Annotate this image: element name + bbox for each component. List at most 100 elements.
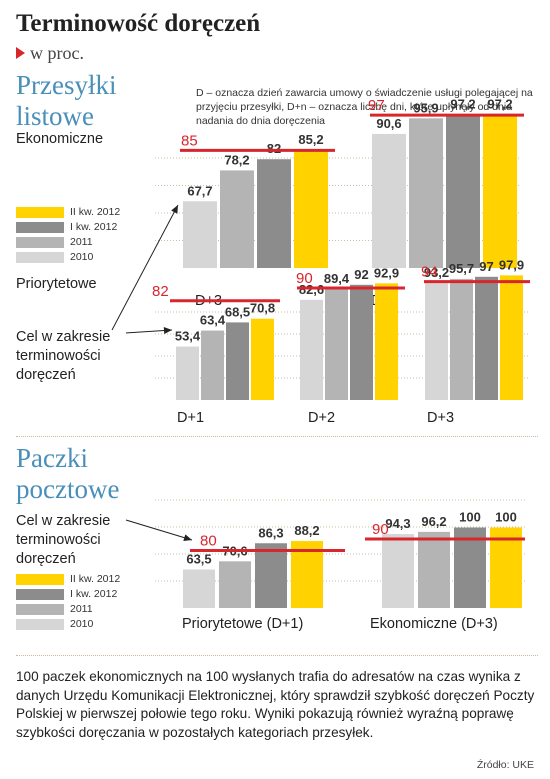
legend-label: 2010 — [70, 618, 94, 630]
legend-item: 2011 — [16, 235, 156, 250]
legend-item: 2011 — [16, 602, 156, 617]
legend-swatch — [16, 589, 64, 600]
target-value: 94 — [421, 264, 438, 281]
target-label-parcels: Cel w zakresie terminowości doręczeń — [16, 513, 111, 567]
data-label: 63,4 — [200, 313, 226, 328]
bar — [450, 278, 473, 400]
definition-note: D – oznacza dzień zawarcia umowy o świad… — [196, 87, 533, 127]
legend-label: 2010 — [70, 251, 94, 263]
target-value: 85 — [181, 132, 198, 149]
arrowhead-icon — [163, 327, 172, 335]
data-label: 97,9 — [499, 257, 524, 272]
bar — [382, 534, 414, 608]
data-label: 97,2 — [450, 97, 475, 112]
bar — [418, 531, 450, 608]
section-divider — [16, 436, 538, 437]
legend-swatch — [16, 222, 64, 233]
bar — [409, 118, 443, 268]
bar — [183, 569, 215, 608]
data-label: 89,4 — [324, 271, 350, 286]
summary-text: 100 paczek ekonomicznych na 100 wysłanyc… — [16, 669, 535, 740]
data-label: 93,2 — [424, 265, 449, 280]
bar — [483, 114, 517, 268]
category-label: Priorytetowe (D+1) — [182, 616, 303, 632]
bar — [454, 527, 486, 608]
arrowhead-icon — [171, 205, 178, 214]
pointer-arrow — [125, 519, 193, 541]
subtitle-priority: Priorytetowe — [16, 276, 97, 292]
bar — [372, 133, 406, 268]
data-label: 96,2 — [421, 514, 446, 529]
data-label: 88,2 — [294, 523, 319, 538]
data-label: 95,7 — [449, 261, 474, 276]
legend-label: I kw. 2012 — [70, 221, 118, 233]
bar — [475, 276, 498, 400]
legend-item: I kw. 2012 — [16, 220, 156, 235]
legend-item: I kw. 2012 — [16, 587, 156, 602]
data-label: 92,9 — [374, 265, 399, 280]
data-label: 100 — [459, 510, 481, 525]
data-label: 90,6 — [376, 116, 401, 131]
category-label: D+2 — [308, 410, 335, 426]
bar — [176, 346, 199, 400]
target-value: 90 — [372, 521, 389, 538]
data-label: 100 — [495, 510, 517, 525]
legend-label: I kw. 2012 — [70, 588, 118, 600]
bar — [226, 322, 249, 400]
arrowhead-icon — [183, 534, 192, 542]
bar — [251, 318, 274, 400]
subtitle-economic: Ekonomiczne — [16, 131, 104, 147]
bar — [490, 527, 522, 608]
data-label: 82 — [267, 141, 281, 156]
legend-item: 2010 — [16, 250, 156, 265]
pointer-arrow — [111, 204, 179, 331]
legend-label: 2011 — [70, 603, 93, 615]
legend-item: II kw. 2012 — [16, 205, 156, 220]
category-label: Ekonomiczne (D+3) — [370, 616, 498, 632]
legend-swatch — [16, 252, 64, 263]
bar — [375, 283, 398, 400]
bar — [257, 159, 291, 268]
data-label: 68,5 — [225, 304, 250, 319]
bar — [291, 541, 323, 608]
bar — [350, 284, 373, 400]
legend-label: 2011 — [70, 236, 93, 248]
section-title-parcels: Paczki pocztowe — [16, 443, 120, 504]
section-divider — [16, 655, 538, 656]
category-label: D+1 — [177, 410, 204, 426]
data-label: 92 — [354, 267, 368, 282]
bar — [325, 288, 348, 400]
data-label: 85,2 — [298, 132, 323, 147]
data-label: 63,5 — [186, 551, 211, 566]
triangle-marker-icon — [16, 47, 25, 59]
data-label: 78,2 — [224, 152, 249, 167]
target-label-letters: Cel w zakresie terminowości doręczeń — [16, 329, 111, 383]
legend-swatch — [16, 207, 64, 218]
legend-swatch — [16, 574, 64, 585]
target-value: 82 — [152, 283, 169, 300]
data-label: 70,8 — [250, 301, 275, 316]
source-note: Źródło: UKE — [476, 759, 534, 771]
data-label: 97 — [479, 259, 493, 274]
category-label: D+3 — [427, 410, 454, 426]
data-label: 53,4 — [175, 329, 201, 344]
data-label: 97,2 — [487, 97, 512, 112]
chart-title: Terminowość doręczeń — [16, 10, 261, 37]
legend-parcels: II kw. 2012 I kw. 2012 2011 2010 — [16, 572, 156, 632]
target-value: 80 — [200, 533, 217, 550]
bar — [425, 282, 448, 400]
legend-item: 2010 — [16, 617, 156, 632]
section-title-letters: Przesyłki listowe — [16, 70, 117, 131]
bar — [446, 114, 480, 268]
target-value: 90 — [296, 270, 313, 287]
bar — [201, 330, 224, 400]
data-label: 95,9 — [413, 100, 438, 115]
legend-label: II kw. 2012 — [70, 206, 121, 218]
bar — [220, 170, 254, 268]
legend-swatch — [16, 604, 64, 615]
legend-label: II kw. 2012 — [70, 573, 121, 585]
bar — [255, 543, 287, 608]
bar — [183, 201, 217, 268]
legend-letters: II kw. 2012 I kw. 2012 2011 2010 — [16, 205, 156, 265]
